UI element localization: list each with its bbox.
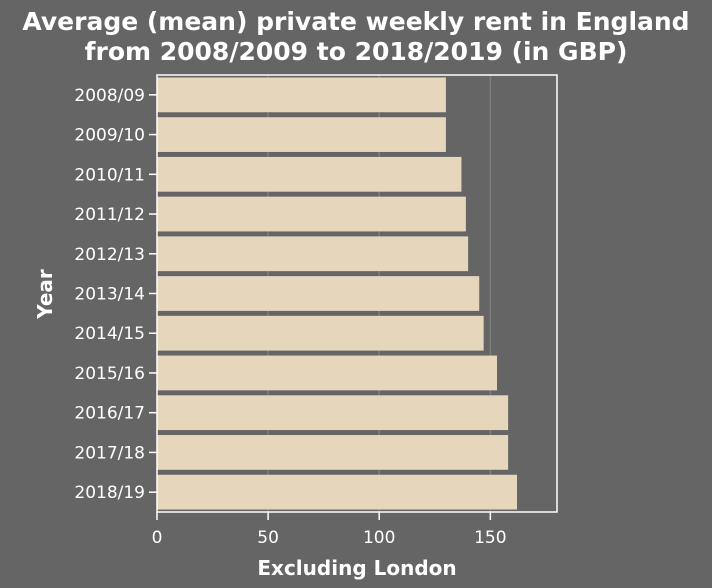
x-tick-label: 0	[152, 528, 163, 548]
bar-2018-19	[157, 474, 517, 510]
bars	[157, 77, 517, 510]
chart-title-line-1: Average (mean) private weekly rent in En…	[22, 7, 689, 36]
y-tick-label: 2015/16	[74, 364, 145, 384]
bar-2009-10	[157, 117, 446, 152]
chart-title-line-2: from 2008/2009 to 2018/2019 (in GBP)	[85, 37, 628, 66]
y-tick-label: 2018/19	[74, 483, 145, 503]
y-tick-label: 2014/15	[74, 324, 145, 344]
y-tick-label: 2016/17	[74, 404, 145, 424]
axes	[149, 74, 558, 520]
y-tick-label: 2012/13	[74, 245, 145, 265]
bar-2015-16	[157, 355, 497, 391]
bar-2008-09	[157, 77, 446, 113]
y-axis-label: Year	[33, 269, 57, 320]
bar-2017-18	[157, 435, 509, 470]
x-tick-label: 150	[474, 528, 506, 548]
y-tick-label: 2017/18	[74, 443, 145, 463]
y-tick-label: 2013/14	[74, 285, 145, 305]
x-axis-label: Excluding London	[257, 556, 456, 580]
x-tick-labels: 0 50 100 150	[152, 528, 507, 548]
bar-2016-17	[157, 395, 509, 431]
y-tick-label: 2011/12	[74, 205, 145, 225]
x-tick-label: 50	[257, 528, 279, 548]
bar-2013-14	[157, 276, 480, 311]
y-tick-label: 2010/11	[74, 165, 145, 185]
bar-2012-13	[157, 236, 469, 272]
y-tick-label: 2009/10	[74, 126, 145, 146]
y-tick-label: 2008/09	[74, 86, 145, 106]
bar-2010-11	[157, 156, 462, 192]
y-tick-labels: 2008/09 2009/10 2010/11 2011/12 2012/13 2013/…	[74, 86, 145, 503]
bar-2014-15	[157, 315, 484, 351]
x-tick-label: 100	[363, 528, 395, 548]
plot-frame	[156, 74, 558, 513]
bar-2011-12	[157, 196, 466, 232]
